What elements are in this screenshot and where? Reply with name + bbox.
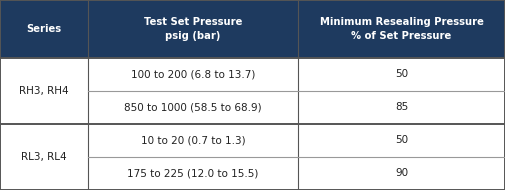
Text: 90: 90 (395, 169, 408, 178)
Text: 50: 50 (395, 70, 408, 79)
Text: 100 to 200 (6.8 to 13.7): 100 to 200 (6.8 to 13.7) (131, 70, 256, 79)
FancyBboxPatch shape (88, 58, 298, 91)
Text: RL3, RL4: RL3, RL4 (21, 152, 67, 162)
Text: Test Set Pressure
psig (bar): Test Set Pressure psig (bar) (144, 17, 242, 41)
FancyBboxPatch shape (0, 124, 88, 157)
Text: 850 to 1000 (58.5 to 68.9): 850 to 1000 (58.5 to 68.9) (124, 102, 262, 112)
FancyBboxPatch shape (0, 58, 88, 91)
Text: 50: 50 (395, 135, 408, 146)
FancyBboxPatch shape (0, 157, 88, 190)
FancyBboxPatch shape (88, 0, 298, 58)
FancyBboxPatch shape (298, 157, 505, 190)
Text: 10 to 20 (0.7 to 1.3): 10 to 20 (0.7 to 1.3) (141, 135, 245, 146)
Text: 175 to 225 (12.0 to 15.5): 175 to 225 (12.0 to 15.5) (127, 169, 259, 178)
FancyBboxPatch shape (0, 91, 88, 124)
Text: RH3, RH4: RH3, RH4 (19, 86, 69, 96)
FancyBboxPatch shape (298, 124, 505, 157)
Text: Series: Series (27, 24, 62, 34)
FancyBboxPatch shape (298, 58, 505, 91)
FancyBboxPatch shape (0, 0, 88, 58)
FancyBboxPatch shape (88, 124, 298, 157)
FancyBboxPatch shape (88, 91, 298, 124)
FancyBboxPatch shape (298, 0, 505, 58)
Text: 85: 85 (395, 102, 408, 112)
FancyBboxPatch shape (88, 157, 298, 190)
Text: Minimum Resealing Pressure
% of Set Pressure: Minimum Resealing Pressure % of Set Pres… (320, 17, 483, 41)
FancyBboxPatch shape (298, 91, 505, 124)
